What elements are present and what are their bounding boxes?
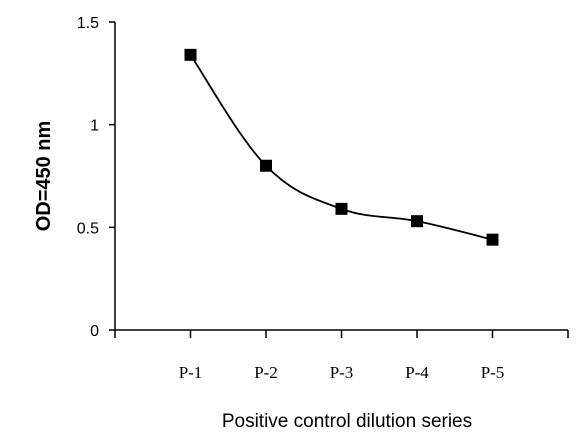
data-point-marker	[335, 202, 348, 215]
y-tick-label: 1.5	[77, 15, 99, 32]
data-point-marker	[411, 215, 423, 228]
axes	[114, 22, 568, 331]
data-point-marker	[184, 48, 197, 61]
x-axis-label: Positive control dilution series	[222, 411, 472, 432]
x-tick-label: P-3	[330, 363, 354, 382]
x-axis-ticks: P-1 P-2 P-3 P-4 P-5	[114, 330, 569, 382]
x-tick-label: P-5	[481, 363, 505, 382]
series-group	[184, 48, 499, 246]
data-point-marker	[260, 159, 272, 172]
series-line	[189, 54, 493, 241]
y-tick-label: 1	[90, 118, 99, 135]
data-point-marker	[486, 233, 499, 246]
y-axis-label: OD=450 nm	[33, 121, 55, 232]
y-axis-ticks: 0 0.5 1 1.5	[77, 15, 115, 340]
y-tick-label: 0.5	[77, 220, 99, 237]
x-tick-label: P-1	[179, 363, 203, 382]
x-tick-label: P-4	[405, 363, 429, 382]
x-tick-label: P-2	[254, 363, 278, 382]
y-tick-label: 0	[90, 323, 99, 340]
